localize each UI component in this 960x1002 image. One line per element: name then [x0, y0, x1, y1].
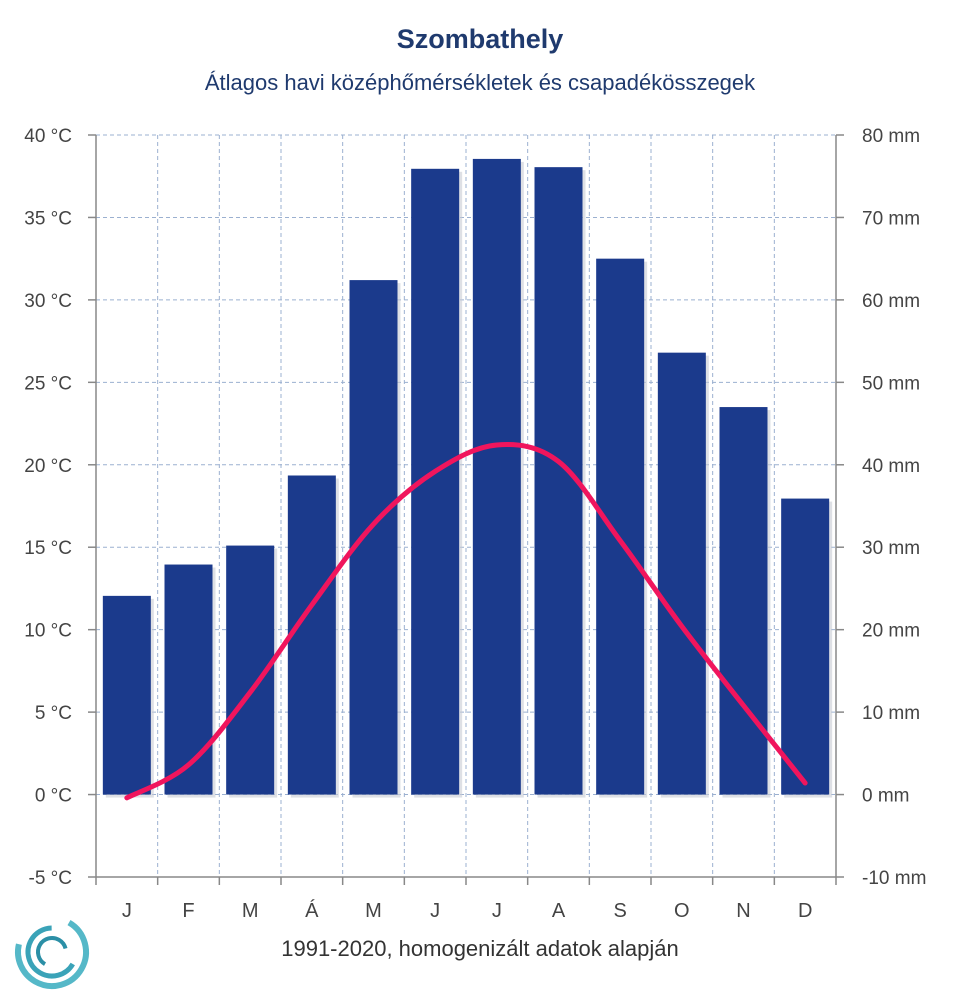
left-axis-tick-label: 30 °C: [24, 291, 72, 312]
right-axis-tick-label: 60 mm: [862, 291, 920, 312]
x-axis-category-label: J: [122, 900, 132, 922]
left-axis-tick-label: 20 °C: [24, 456, 72, 477]
precipitation-bar: [657, 352, 706, 795]
precipitation-bar: [596, 258, 645, 795]
right-axis-tick-label: 20 mm: [862, 621, 920, 642]
x-axis-category-label: D: [798, 900, 812, 922]
right-axis-tick-label: 30 mm: [862, 538, 920, 559]
chart-subtitle: Átlagos havi középhőmérsékletek és csapa…: [204, 70, 756, 95]
x-axis-category-label: F: [182, 900, 194, 922]
left-axis-tick-label: 10 °C: [24, 621, 72, 642]
precipitation-bar: [164, 564, 213, 795]
precipitation-bar: [349, 280, 398, 795]
x-axis-category-label: N: [736, 900, 750, 922]
right-axis-tick-label: -10 mm: [862, 868, 926, 889]
x-axis-category-label: O: [674, 900, 690, 922]
right-axis-tick-label: 40 mm: [862, 456, 920, 477]
left-axis-tick-label: 25 °C: [24, 373, 72, 394]
precipitation-bar: [287, 475, 336, 795]
right-axis-tick-label: 80 mm: [862, 126, 920, 147]
right-axis-tick-label: 70 mm: [862, 208, 920, 229]
x-axis-category-label: A: [552, 900, 566, 922]
left-axis-tick-label: -5 °C: [29, 868, 73, 889]
x-axis-category-label: J: [492, 900, 502, 922]
precipitation-bar: [102, 595, 151, 795]
left-axis-tick-label: 35 °C: [24, 208, 72, 229]
x-axis-category-label: M: [242, 900, 259, 922]
right-axis-tick-label: 0 mm: [862, 786, 910, 807]
left-axis-tick-label: 15 °C: [24, 538, 72, 559]
right-axis-tick-label: 50 mm: [862, 373, 920, 394]
temperature-line: [124, 442, 808, 801]
logo-icon: [15, 915, 89, 989]
x-axis-category-label: Á: [305, 899, 319, 922]
x-axis-category-label: M: [365, 900, 382, 922]
x-axis-category-label: S: [613, 900, 626, 922]
precipitation-bar: [719, 407, 768, 795]
left-axis-tick-label: 0 °C: [35, 786, 72, 807]
right-axis-tick-label: 10 mm: [862, 703, 920, 724]
precipitation-bar: [781, 498, 830, 795]
left-axis-tick-label: 40 °C: [24, 126, 72, 147]
x-axis-category-label: J: [430, 900, 440, 922]
precipitation-bar: [472, 158, 521, 795]
left-axis-tick-label: 5 °C: [35, 703, 72, 724]
chart-title: Szombathely: [396, 24, 564, 54]
footer-note: 1991-2020, homogenizált adatok alapján: [281, 936, 679, 961]
